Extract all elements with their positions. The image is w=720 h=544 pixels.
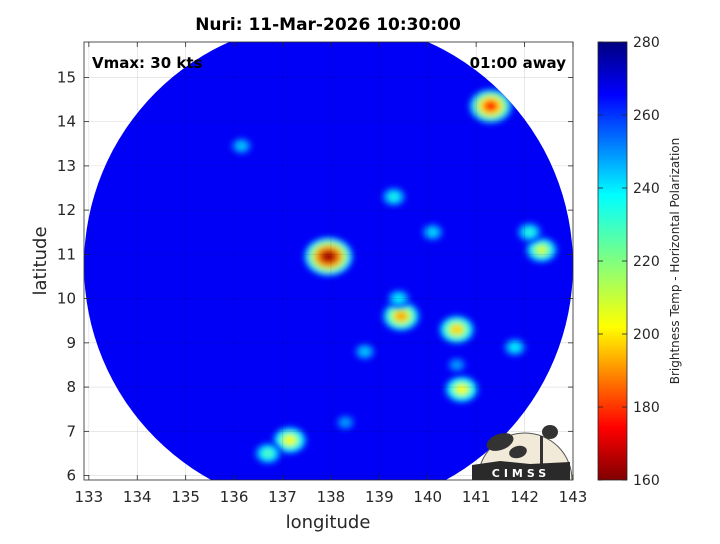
feature-layer-ring xyxy=(237,143,245,149)
feature-cell xyxy=(382,301,420,332)
logo-text: CIMSS xyxy=(492,467,550,480)
x-tick-label: 136 xyxy=(220,488,249,506)
feature-cell xyxy=(272,426,307,454)
logo-tower xyxy=(540,436,543,466)
feature-layer-ring xyxy=(394,311,408,322)
feature-layer-ring xyxy=(342,419,349,426)
axis-ticks: 133 134 135 136 137 138 139 140 141 142 143 6 7 8 9 10 1… xyxy=(57,42,587,506)
plot-frame xyxy=(83,41,574,481)
feature-cell xyxy=(469,88,513,124)
feature-layer-ring xyxy=(428,229,437,236)
feature-cell xyxy=(254,442,282,465)
grid xyxy=(84,42,574,480)
y-tick-label: 9 xyxy=(66,334,76,352)
feature-cell xyxy=(304,237,353,276)
x-tick-label: 133 xyxy=(75,488,104,506)
feature-layer-ring xyxy=(525,228,534,236)
feature-cell xyxy=(387,289,411,308)
y-tick-label: 13 xyxy=(57,157,76,175)
feature-layer-ring xyxy=(394,295,403,302)
colorbar-label: Brightness Temp - Horizontal Polarizatio… xyxy=(668,138,682,385)
colorbar-tick-label: 280 xyxy=(633,35,660,51)
y-tick-label: 15 xyxy=(57,68,76,86)
feature-cell xyxy=(447,357,467,373)
feature-layer xyxy=(230,88,558,465)
feature-layer-ring xyxy=(450,324,463,335)
y-axis-label: latitude xyxy=(30,226,51,295)
feature-layer-ring xyxy=(284,435,296,445)
x-tick-label: 141 xyxy=(462,488,491,506)
feature-layer-ring xyxy=(263,449,273,458)
colorbar-ticks: 160 180 200 220 240 260 280 xyxy=(598,35,660,489)
logo-water-tank xyxy=(542,425,558,439)
feature-layer-ring xyxy=(453,362,461,368)
feature-layer-ring xyxy=(511,344,519,351)
colorbar-tick-label: 160 xyxy=(633,473,660,489)
logo-dish-large xyxy=(486,433,514,451)
feature-cell xyxy=(381,187,406,207)
x-tick-label: 139 xyxy=(365,488,394,506)
x-axis-label: longitude xyxy=(286,512,371,533)
vmax-annotation: Vmax: 30 kts xyxy=(92,54,202,72)
y-tick-label: 10 xyxy=(57,290,76,308)
feature-layer-ring xyxy=(320,250,337,264)
feature-layer-ring xyxy=(536,245,547,255)
colorbar-tick-label: 200 xyxy=(633,327,660,343)
feature-layer-ring xyxy=(361,348,369,355)
time-away-annotation: 01:00 away xyxy=(470,54,567,72)
feature-cell xyxy=(354,343,376,361)
logo-dish-small xyxy=(509,445,527,459)
feature-layer-ring xyxy=(455,384,468,394)
logo-band xyxy=(472,461,570,480)
feature-layer-ring xyxy=(389,193,398,201)
chart-title: Nuri: 11-Mar-2026 10:30:00 xyxy=(195,15,461,35)
feature-cell xyxy=(503,338,527,357)
colorbar-tick-label: 260 xyxy=(633,108,660,124)
y-tick-label: 14 xyxy=(57,113,76,131)
y-tick-label: 12 xyxy=(57,201,76,219)
colorbar-tick-label: 180 xyxy=(633,400,660,416)
feature-cell xyxy=(438,315,475,344)
feature-layer-ring xyxy=(483,100,498,112)
feature-cell xyxy=(525,237,558,263)
y-tick-label: 11 xyxy=(57,245,76,263)
colorbar-tick-label: 220 xyxy=(633,254,660,270)
x-tick-label: 135 xyxy=(171,488,200,506)
swath-layer xyxy=(84,42,573,480)
x-tick-label: 142 xyxy=(510,488,539,506)
feature-cell xyxy=(444,375,479,403)
x-tick-label: 138 xyxy=(317,488,346,506)
feature-cell xyxy=(335,414,356,431)
feature-cell xyxy=(421,223,444,242)
feature-cell xyxy=(516,222,542,243)
y-tick-label: 8 xyxy=(66,378,76,396)
y-tick-label: 7 xyxy=(66,422,76,440)
feature-cell xyxy=(230,137,253,155)
x-tick-label: 137 xyxy=(268,488,297,506)
x-tick-label: 134 xyxy=(123,488,152,506)
x-tick-label: 143 xyxy=(559,488,588,506)
y-tick-label: 6 xyxy=(66,467,76,485)
cimss-logo: CIMSS xyxy=(472,425,573,481)
colorbar-tick-label: 240 xyxy=(633,181,660,197)
x-tick-label: 140 xyxy=(413,488,442,506)
